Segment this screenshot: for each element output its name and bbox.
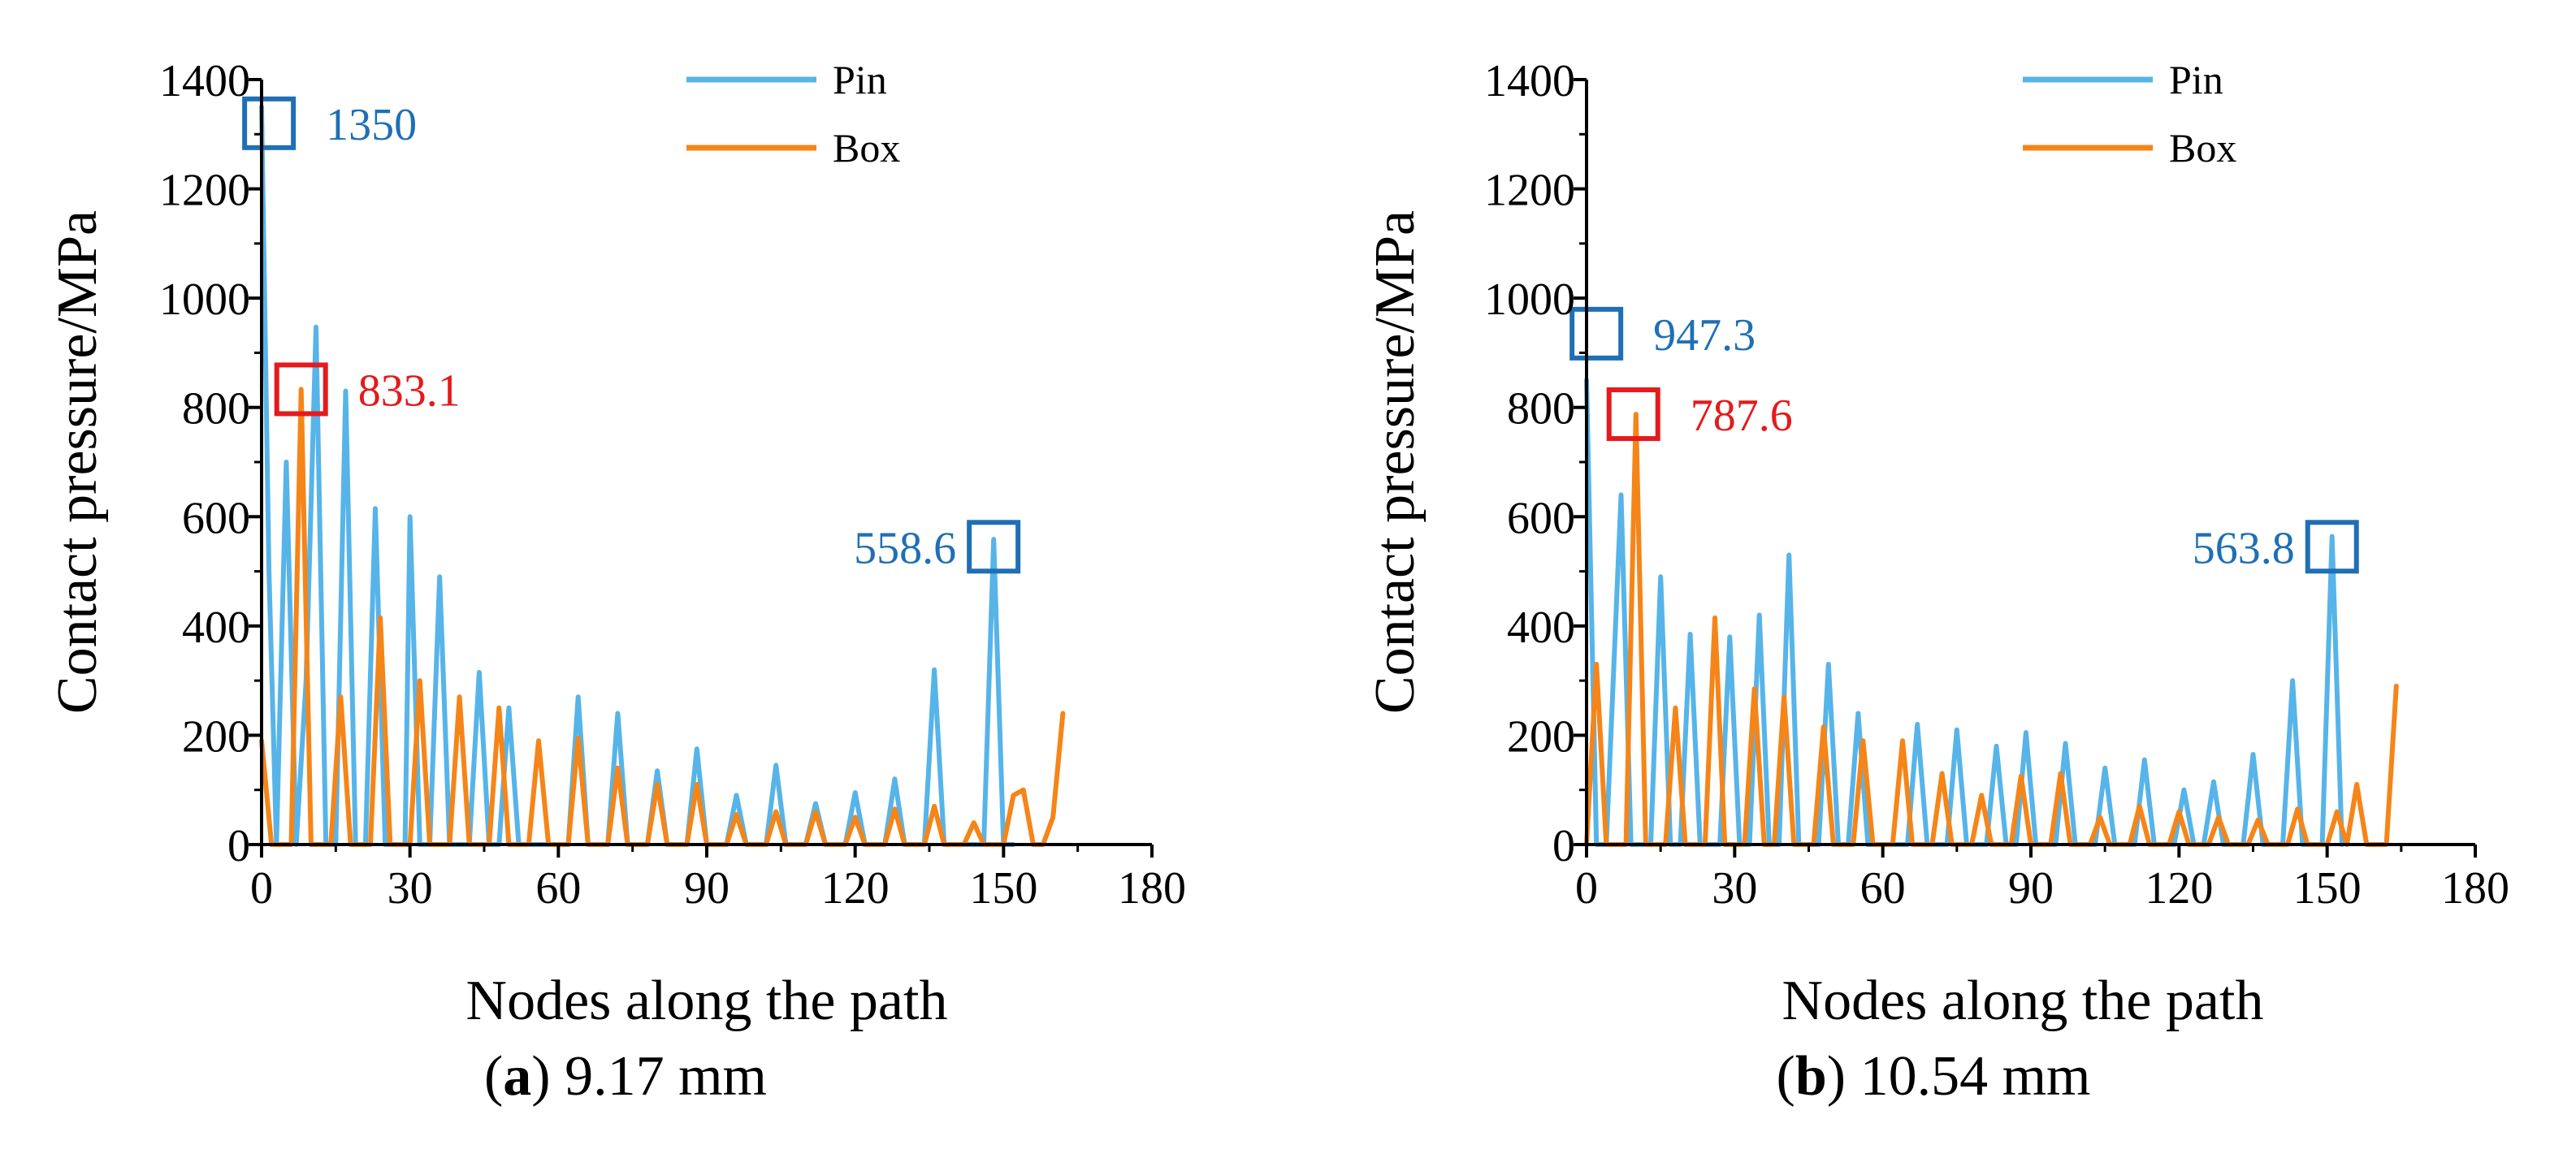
chart-a-x-tick-label: 30 bbox=[387, 863, 433, 914]
chart-b-caption-letter: b bbox=[1795, 1045, 1827, 1108]
chart-a-axes-layer: 0 30 60 90 120 150 180 0 200 400 600 800 1000 1200 140… bbox=[159, 56, 1186, 914]
chart-b-y-tick-label: 600 bbox=[1507, 493, 1575, 543]
chart-b-x-tick-label: 0 bbox=[1575, 863, 1598, 914]
chart-a-legend-box-label: Box bbox=[833, 125, 900, 171]
chart-b-x-axis-title: Nodes along the path bbox=[1782, 970, 2264, 1032]
chart-a-annotation-marker bbox=[274, 362, 328, 417]
chart-b-y-tick-label: 200 bbox=[1507, 711, 1575, 762]
chart-b-y-tick-label: 0 bbox=[1552, 821, 1575, 871]
chart-a-series-layer bbox=[259, 104, 1066, 847]
chart-a-annotation-label: 833.1 bbox=[358, 365, 461, 416]
chart-a-x-tick-label: 120 bbox=[821, 863, 890, 914]
chart-a-y-tick-label: 800 bbox=[182, 384, 250, 434]
chart-b-annotation-label: 563.8 bbox=[2193, 523, 2295, 573]
chart-a-annotation-label: 558.6 bbox=[854, 523, 956, 573]
chart-b-y-tick-label: 1400 bbox=[1484, 56, 1575, 106]
chart-b-annotation-label: 947.3 bbox=[1653, 310, 1756, 361]
chart-a-annotation-marker bbox=[967, 520, 1021, 574]
chart-a-annotation-marker bbox=[242, 96, 297, 150]
chart-a-y-tick-label: 1200 bbox=[159, 166, 250, 216]
chart-b-y-tick-label: 1200 bbox=[1484, 166, 1575, 216]
chart-b-x-tick-label: 60 bbox=[1860, 863, 1906, 914]
chart-a-caption-letter: a bbox=[503, 1045, 531, 1108]
chart-panel-b: 947.3 787.6 563.8 0 30 60 90 120 150 180 0 200 400 6… bbox=[1288, 0, 2575, 1158]
chart-a-annotation-label: 1350 bbox=[326, 100, 417, 150]
chart-a-y-tick-label: 600 bbox=[182, 493, 250, 543]
chart-a-x-tick-label: 90 bbox=[684, 863, 730, 914]
chart-panel-a: 1350 833.1 558.6 0 30 60 90 120 150 180 0 200 400 60… bbox=[46, 56, 1186, 1108]
chart-b-series-layer bbox=[1584, 378, 2399, 847]
chart-b-svg: 947.3 787.6 563.8 0 30 60 90 120 150 180 0 200 400 6… bbox=[1364, 56, 2509, 1108]
chart-a-x-tick-label: 60 bbox=[535, 863, 581, 914]
chart-a-y-tick-label: 1400 bbox=[159, 56, 250, 106]
chart-a-y-tick-label: 0 bbox=[227, 821, 250, 871]
chart-a-legend-pin-label: Pin bbox=[833, 57, 887, 102]
chart-a-annotation-layer: 1350 833.1 558.6 bbox=[242, 96, 1021, 574]
chart-a-x-tick-label: 150 bbox=[969, 863, 1037, 914]
chart-a-y-tick-label: 1000 bbox=[159, 274, 250, 325]
chart-a-legend: Pin Box bbox=[686, 57, 900, 171]
chart-a-y-tick-label: 200 bbox=[182, 711, 250, 762]
chart-b-legend-pin-label: Pin bbox=[2169, 57, 2223, 102]
chart-b-annotation-marker bbox=[1606, 387, 1660, 442]
chart-b-legend: Pin Box bbox=[2023, 57, 2236, 171]
chart-b-annotation-marker bbox=[2305, 520, 2359, 574]
chart-b-annotation-label: 787.6 bbox=[1691, 391, 1793, 441]
chart-a-caption: (a) 9.17 mm bbox=[484, 1045, 767, 1108]
chart-b-series-pin-line bbox=[1584, 378, 2344, 847]
chart-a-x-axis-title: Nodes along the path bbox=[466, 970, 948, 1032]
chart-a-y-tick-label: 400 bbox=[182, 603, 250, 653]
chart-b-x-tick-label: 30 bbox=[1712, 863, 1757, 914]
chart-a-svg: 1350 833.1 558.6 0 30 60 90 120 150 180 0 200 400 60… bbox=[46, 56, 1186, 1108]
chart-a-x-tick-label: 180 bbox=[1118, 863, 1186, 914]
chart-b-y-tick-label: 1000 bbox=[1484, 274, 1575, 325]
chart-b-annotation-marker bbox=[1569, 306, 1624, 361]
chart-b-x-tick-label: 180 bbox=[2441, 863, 2509, 914]
chart-b-x-tick-label: 150 bbox=[2293, 863, 2362, 914]
chart-b-x-tick-label: 120 bbox=[2145, 863, 2213, 914]
chart-b-y-axis-title: Contact pressure/MPa bbox=[1364, 210, 1427, 714]
chart-b-y-tick-label: 800 bbox=[1507, 384, 1575, 434]
chart-b-y-tick-label: 400 bbox=[1507, 603, 1575, 653]
chart-b-legend-box-label: Box bbox=[2169, 125, 2236, 171]
chart-b-annotation-layer: 947.3 787.6 563.8 bbox=[1569, 306, 2359, 574]
chart-b-caption: (b) 10.54 mm bbox=[1777, 1045, 2091, 1108]
chart-a-x-tick-label: 0 bbox=[250, 863, 273, 914]
chart-b-x-tick-label: 90 bbox=[2008, 863, 2054, 914]
chart-b-caption-text: ) 10.54 mm bbox=[1827, 1045, 2091, 1108]
chart-a-y-axis-title: Contact pressure/MPa bbox=[46, 210, 109, 714]
chart-a-caption-text: ) 9.17 mm bbox=[531, 1045, 767, 1108]
chart-b-axes-layer: 0 30 60 90 120 150 180 0 200 400 600 800 1000 1200 140… bbox=[1484, 56, 2509, 914]
